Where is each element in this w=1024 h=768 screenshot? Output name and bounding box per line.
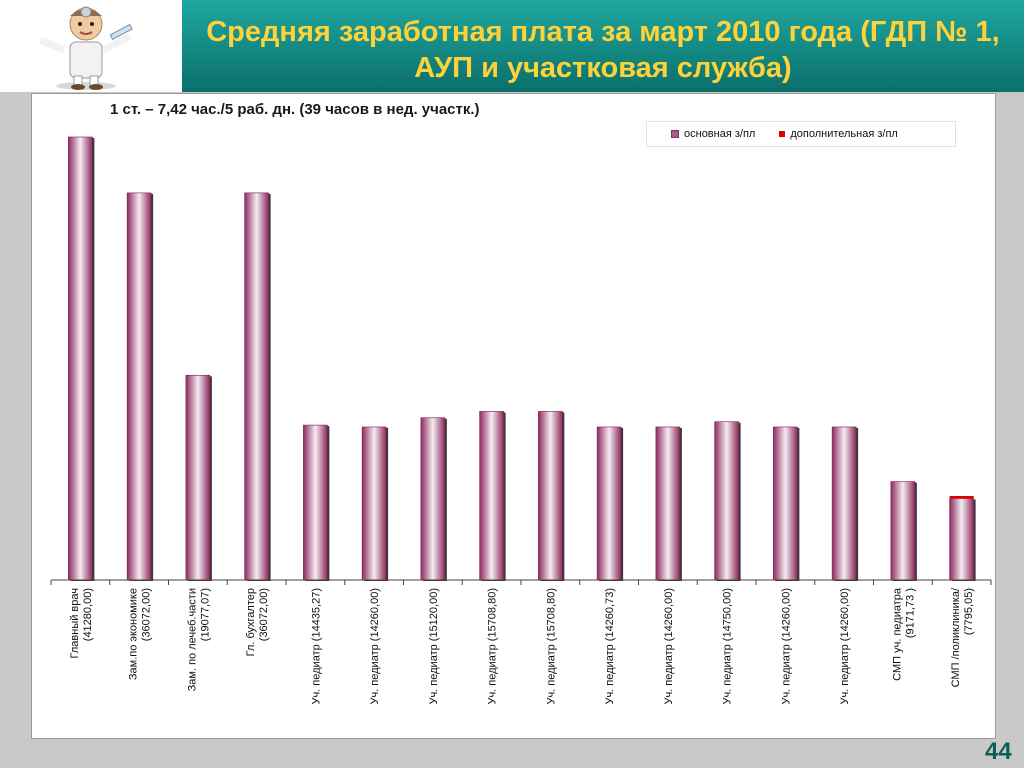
x-tick-label: Гл. бухгалтер(36072,00)	[245, 588, 270, 656]
bar-main	[773, 426, 798, 581]
x-tick-label: Зам. по лечеб.части(19077,07)	[186, 588, 211, 691]
slide-title: Средняя заработная плата за март 2010 го…	[182, 14, 1024, 86]
bar-main	[890, 481, 916, 581]
x-tick-label: СМП /поликлиника/(7795,05)	[950, 587, 975, 687]
x-tick-label: Уч. педиатр (15120,00)	[428, 588, 440, 705]
x-tick-label: Уч. педиатр (15708,80)	[545, 588, 557, 705]
x-tick-label: Уч. педиатр (14260,00)	[780, 588, 792, 705]
chart-subtitle: 1 ст. – 7,42 час./5 раб. дн. (39 часов в…	[110, 101, 480, 118]
bar-main	[479, 411, 504, 581]
legend-item-extra: дополнительная з/пл	[779, 128, 898, 140]
x-tick-label: Уч. педиатр (14260,73)	[604, 588, 616, 705]
bar-main	[596, 426, 622, 581]
chart-area: Главный врач(41280,00) Зам.по экономике(3…	[31, 93, 996, 739]
slide-title-line2: АУП и участковая служба)	[414, 52, 792, 84]
bar-chart: Главный врач(41280,00) Зам.по экономике(3…	[50, 136, 992, 705]
bar-main	[538, 411, 563, 581]
legend-label-extra: дополнительная з/пл	[790, 128, 898, 140]
x-tick-label: Главный врач(41280,00)	[69, 588, 94, 658]
bar-main	[244, 192, 269, 581]
legend-swatch-main	[671, 130, 679, 138]
bar-main	[420, 417, 446, 581]
bar-main	[303, 424, 328, 581]
x-tick-label: Уч. педиатр (14435,27)	[310, 588, 322, 705]
x-tick-label: Уч. педиатр (14260,00)	[663, 588, 675, 705]
page-number: 44	[985, 738, 1012, 765]
legend-label-main: основная з/пл	[684, 128, 756, 140]
slide-header: Средняя заработная плата за март 2010 го…	[0, 0, 1024, 95]
bar-main	[185, 374, 211, 581]
logo	[0, 0, 182, 92]
bar-main	[831, 426, 857, 581]
bar-extra	[949, 495, 974, 499]
bar-main	[126, 192, 152, 581]
bar-main	[361, 426, 387, 581]
x-tick-label: Уч. педиатр (14260,00)	[839, 588, 851, 705]
slide-title-line1: Средняя заработная плата за март 2010 го…	[206, 16, 1000, 48]
bar-main	[68, 136, 93, 581]
x-tick-label: Уч. педиатр (14750,00)	[722, 588, 734, 705]
x-tick-label: Уч. педиатр (15708,80)	[487, 588, 499, 705]
legend-item-main: основная з/пл	[671, 128, 755, 140]
title-band: Средняя заработная плата за март 2010 го…	[182, 0, 1024, 95]
x-tick-label: Зам.по экономике(36072,00)	[128, 588, 153, 680]
bar-main	[949, 498, 974, 581]
x-tick-label: Уч. педиатр (14260,00)	[369, 588, 381, 705]
doctor-cartoon-icon	[38, 6, 133, 90]
legend-swatch-extra	[779, 131, 786, 137]
chart-legend: основная з/пл дополнительная з/пл	[646, 121, 956, 147]
bar-main	[714, 421, 739, 581]
bar-main	[655, 426, 681, 581]
x-tick-label: СМП уч. педиатра(9171,73 )	[891, 587, 916, 681]
